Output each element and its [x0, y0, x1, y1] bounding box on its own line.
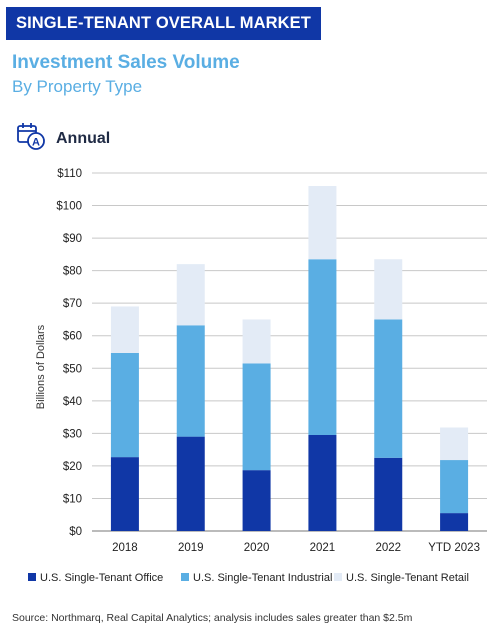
y-tick-label: $40	[63, 396, 82, 408]
bar-segment	[374, 259, 403, 320]
y-tick-label: $50	[63, 363, 82, 375]
bar-segment	[110, 457, 139, 531]
svg-text:A: A	[32, 137, 40, 149]
y-tick-label: $20	[63, 461, 82, 473]
bar-segment	[440, 513, 469, 531]
bar-segment	[242, 470, 271, 531]
legend: U.S. Single-Tenant Office U.S. Single-Ten…	[28, 572, 469, 584]
y-tick-label: $30	[63, 428, 82, 440]
chart-title: Investment Sales Volume	[12, 52, 240, 73]
bar-segment	[110, 352, 139, 458]
y-tick-label: $70	[63, 298, 82, 310]
section-banner: SINGLE-TENANT OVERALL MARKET	[6, 7, 321, 40]
bar-segment	[308, 186, 337, 260]
legend-label: U.S. Single-Tenant Office	[40, 572, 163, 584]
legend-label: U.S. Single-Tenant Industrial	[193, 572, 332, 584]
bars	[110, 186, 469, 531]
y-tick-label: $90	[63, 233, 82, 245]
bar-segment	[176, 264, 205, 326]
y-tick-label: $110	[57, 168, 82, 180]
bar-segment	[374, 319, 403, 458]
legend-label: U.S. Single-Tenant Retail	[346, 572, 469, 584]
source-note: Source: Northmarq, Real Capital Analytic…	[12, 612, 413, 624]
y-axis-label: Billions of Dollars	[35, 324, 47, 409]
bar-segment	[308, 434, 337, 531]
bar-segment	[176, 325, 205, 437]
chart-subtitle: By Property Type	[12, 77, 143, 96]
x-tick-label: YTD 2023	[428, 542, 480, 554]
bar-segment	[242, 319, 271, 364]
calendar-annual-icon: A	[16, 121, 46, 156]
bar-segment	[374, 457, 403, 531]
bar-segment	[440, 460, 469, 514]
y-tick-label: $10	[63, 493, 82, 505]
legend-swatch	[181, 573, 189, 581]
x-tick-label: 2022	[375, 542, 401, 554]
y-tick-label: $0	[69, 526, 82, 538]
period-indicator: A Annual	[16, 121, 110, 156]
x-tick-label: 2019	[178, 542, 204, 554]
bar-segment	[308, 259, 337, 435]
bar-segment	[440, 427, 469, 461]
gridlines	[92, 172, 487, 532]
bar-segment	[176, 436, 205, 531]
y-tick-label: $80	[63, 266, 82, 278]
stacked-bar-chart: $0 $10 $20 $30 $40 $50 $60 $70 $80 $90 $100 $110 20…	[28, 168, 487, 584]
bar-segment	[110, 306, 139, 353]
y-tick-label: $60	[63, 331, 82, 343]
y-axis-ticks: $0 $10 $20 $30 $40 $50 $60 $70 $80 $90 $100 $110	[56, 168, 82, 538]
legend-swatch	[334, 573, 342, 581]
x-axis-ticks: 2018 2019 2020 2021 2022 YTD 2023	[112, 542, 480, 554]
bar-segment	[242, 363, 271, 471]
period-label: Annual	[56, 129, 111, 147]
x-tick-label: 2018	[112, 542, 138, 554]
x-tick-label: 2021	[310, 542, 336, 554]
y-tick-label: $100	[56, 201, 82, 213]
x-tick-label: 2020	[244, 542, 270, 554]
legend-swatch	[28, 573, 36, 581]
